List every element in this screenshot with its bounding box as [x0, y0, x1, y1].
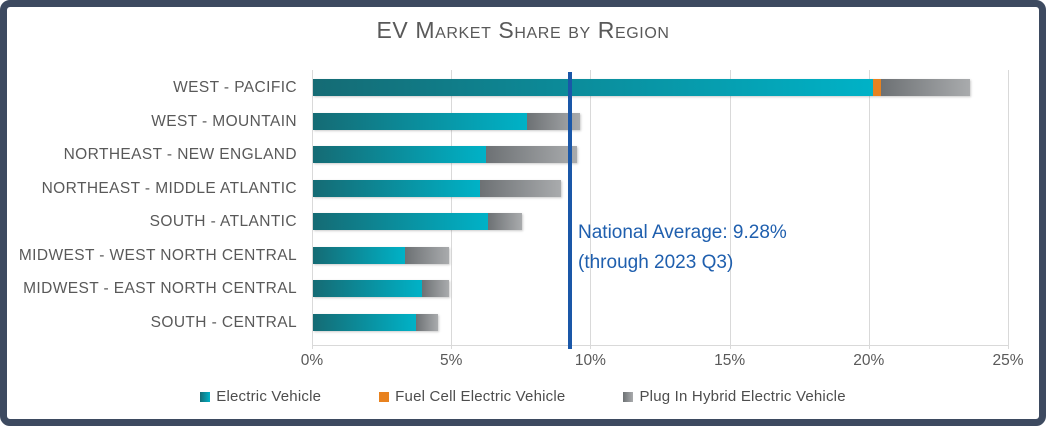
category-label: MIDWEST - WEST NORTH CENTRAL	[18, 246, 297, 264]
bar-segment-electric-vehicle	[313, 213, 489, 230]
x-tick-label-15%: 15%	[714, 352, 746, 369]
bar-segment-electric-vehicle	[313, 246, 405, 264]
gridline-0%	[312, 70, 313, 349]
gridline-5%	[451, 70, 453, 349]
category-label: SOUTH - ATLANTIC	[149, 213, 297, 230]
bar-segment-electric-vehicle	[313, 112, 528, 130]
x-tick-label-5%: 5%	[439, 352, 463, 369]
legend-swatch-electric-vehicle	[200, 391, 211, 402]
category-label: SOUTH - CENTRAL	[150, 313, 297, 331]
bar-segment-fuel-cell-electric-vehicle	[872, 79, 881, 96]
bar-segment-electric-vehicle	[313, 280, 422, 297]
bar-row	[313, 79, 970, 96]
x-tick-label-10%: 10%	[574, 352, 606, 369]
bar-row	[313, 179, 561, 197]
plot-area: National Average: 9.28% (through 2023 Q3…	[312, 70, 1009, 349]
bar-segment-plug-in-hybrid-electric-vehicle	[880, 79, 970, 96]
annotation-line-1: National Average: 9.28%	[578, 222, 787, 243]
gridline-15%	[729, 70, 731, 349]
legend-item-electric-vehicle: Electric Vehicle	[200, 388, 321, 405]
category-label: NORTHEAST - MIDDLE ATLANTIC	[41, 179, 297, 197]
x-tick-label-0%: 0%	[300, 352, 324, 369]
x-tick-label-20%: 20%	[853, 352, 885, 369]
bar-row	[313, 213, 522, 230]
bar-segment-plug-in-hybrid-electric-vehicle	[404, 246, 450, 264]
bar-segment-plug-in-hybrid-electric-vehicle	[480, 179, 561, 197]
legend-label: Plug In Hybrid Electric Vehicle	[639, 388, 846, 405]
category-label: WEST - PACIFIC	[173, 79, 297, 96]
bar-segment-electric-vehicle	[313, 179, 481, 197]
bar-row	[313, 246, 450, 264]
legend-swatch-fuel-cell-electric-vehicle	[379, 391, 390, 402]
category-labels: WEST - PACIFIC WEST - MOUNTAIN NORTHEAST -…	[7, 70, 297, 345]
x-tick-label-25%: 25%	[992, 352, 1024, 369]
bar-row	[313, 112, 581, 130]
legend-swatch-plug-in-hybrid-electric-vehicle	[623, 391, 634, 402]
category-label: WEST - MOUNTAIN	[151, 112, 297, 130]
bar-row	[313, 280, 450, 297]
bar-segment-plug-in-hybrid-electric-vehicle	[527, 112, 581, 130]
gridline-20%	[868, 70, 870, 349]
bar-segment-plug-in-hybrid-electric-vehicle	[416, 313, 439, 331]
bar-segment-electric-vehicle	[313, 79, 873, 96]
legend-item-fuel-cell-electric-vehicle: Fuel Cell Electric Vehicle	[379, 388, 565, 405]
bar-segment-plug-in-hybrid-electric-vehicle	[488, 213, 522, 230]
gridline-10%	[590, 70, 592, 349]
annotation-line-2: (through 2023 Q3)	[578, 252, 734, 273]
legend: Electric Vehicle Fuel Cell Electric Vehic…	[7, 388, 1039, 405]
category-label: NORTHEAST - NEW ENGLAND	[63, 146, 297, 163]
legend-item-plug-in-hybrid-electric-vehicle: Plug In Hybrid Electric Vehicle	[623, 388, 846, 405]
gridline-25%	[1008, 70, 1009, 349]
bar-segment-electric-vehicle	[313, 313, 416, 331]
category-label: MIDWEST - EAST NORTH CENTRAL	[23, 280, 297, 297]
national-average-annotation: National Average: 9.28% (through 2023 Q3…	[578, 218, 787, 278]
chart-title: EV Market Share by Region	[376, 17, 670, 43]
bar-segment-electric-vehicle	[313, 146, 486, 163]
bar-row	[313, 313, 439, 331]
legend-label: Fuel Cell Electric Vehicle	[395, 388, 566, 405]
bar-row	[313, 146, 578, 163]
x-axis: 0% 5% 10% 15% 20% 25%	[301, 352, 1024, 374]
legend-label: Electric Vehicle	[216, 388, 322, 405]
bar-segment-plug-in-hybrid-electric-vehicle	[421, 280, 450, 297]
national-average-line	[568, 72, 573, 349]
bar-segment-plug-in-hybrid-electric-vehicle	[485, 146, 578, 163]
